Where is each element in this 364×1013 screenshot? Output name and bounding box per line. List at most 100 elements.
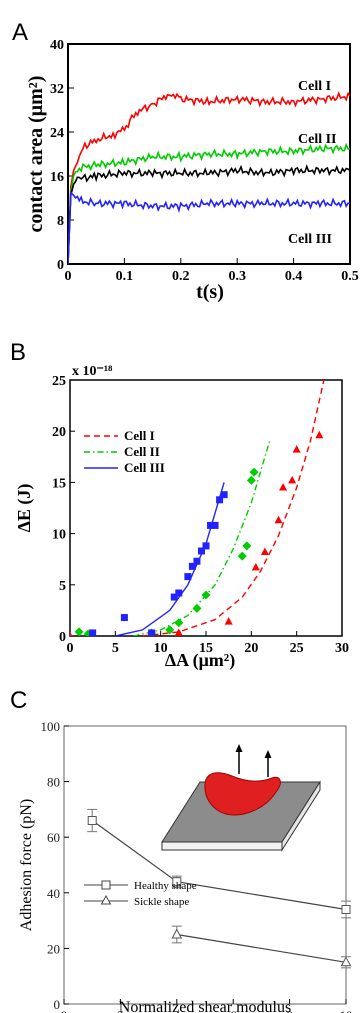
panel-c-x-tick-label: 10 [340,1008,353,1013]
panel-a-letter: A [12,19,28,46]
panel-b-x-tick-label: 20 [244,641,258,656]
annotation-cell-iii: Cell III [288,232,332,247]
panel-b-fit-line-0 [142,380,325,636]
panel-b-point [249,467,259,477]
panel-b-point [188,562,196,570]
panel-b-point [216,496,224,504]
panel-c-x-tick-label: 8 [286,1008,293,1013]
panel-c-point [340,956,352,967]
panel-b-y-tick-label: 20 [52,425,66,440]
panel-b-point [174,628,183,636]
panel-c-y-tick-label: 40 [47,886,60,901]
panel-c-x-tick-label: 4 [174,1008,181,1013]
panel-b-y-tick-label: 15 [52,476,66,491]
panel-b-point [184,573,192,581]
legend-label-cell-i: Cell I [124,428,155,443]
panel-b-point [279,483,288,491]
legend-label-sickle: Sickle shape [134,896,189,908]
panel-b-point [207,521,215,529]
panel-a-y-tick-label: 16 [50,170,64,185]
panel-b: B x 10⁻¹⁸ 0 5 10 15 20 25 30 0 5 10 15 20 25 Cell I … [10,339,349,671]
panel-b-point [70,631,73,636]
panel-b-point [242,541,252,551]
panel-c-series [87,808,352,969]
panel-b-ylabel: ΔE (J) [14,484,35,533]
panel-c-point [87,816,97,826]
panel-b-point [211,521,219,529]
panel-c-point [172,877,182,887]
panel-b-point [120,614,128,622]
panel-c-ylabel: Adhesion force (pN) [18,799,35,931]
panel-a-series-line-0 [68,91,350,264]
panel-c-letter: C [10,687,27,714]
panel-b-x-tick-label: 10 [154,641,168,656]
annotation-cell-i: Cell I [298,79,331,94]
panel-b-point [89,629,97,636]
panel-b-point [224,617,233,625]
panel-b-fit-line-2 [115,482,225,636]
panel-b-y-tick-label: 0 [59,630,66,645]
panel-c-y-tick-label: 60 [47,830,60,845]
panel-a-x-tick-label: 0.1 [116,269,134,284]
panel-a-y-tick-label: 24 [50,126,64,141]
force-arrowhead-right [264,750,272,758]
panel-c-point [171,928,183,939]
panel-b-point [170,593,178,601]
panel-a-y-tick-label: 0 [57,258,64,273]
panel-a-x-tick-label: 0.5 [341,269,359,284]
cell-on-substrate-icon [161,744,321,852]
panel-c-y-tick-label: 80 [47,775,60,790]
panel-c-y-tick-label: 0 [54,997,61,1012]
panel-b-x-tick-label: 30 [335,641,349,656]
panel-b-y-tick-label: 10 [52,528,66,543]
panel-a-y-tick-label: 40 [50,38,64,53]
panel-b-x-tick-label: 0 [67,641,74,656]
panel-a-x-tick-label: 0 [65,269,72,284]
panel-b-x-tick-label: 5 [112,641,119,656]
annotation-cell-ii: Cell II [298,132,337,147]
panel-b-letter: B [10,339,26,366]
panel-c-legend: Healthy shape Sickle shape [84,880,197,908]
panel-b-y-tick-label: 25 [52,374,66,389]
substrate-side [281,780,321,852]
panel-c-x-tick-label: 6 [230,1008,237,1013]
panel-b-point [202,542,210,550]
panel-c: C 0246810020406080100 Healthy shape Sick… [10,687,353,1013]
panel-c-x-tick-label: 2 [117,1008,124,1013]
panel-c-x-tick-label: 0 [61,1008,68,1013]
panel-b-point [74,627,84,636]
panel-b-point [260,547,269,556]
panel-b-point [220,491,228,499]
panel-b-x-tick-label: 25 [290,641,304,656]
panel-c-xlabel: Normalized shear modulus [119,999,291,1013]
force-arrowhead-left [235,744,243,752]
panel-b-point [174,618,184,628]
panel-b-point [237,551,247,561]
panel-a-ticks: 0 0.1 0.2 0.3 0.4 0.5 0 8 16 24 32 40 [50,38,359,284]
panel-c-y-tick-label: 100 [41,719,61,734]
panel-c-point [341,904,351,914]
panel-b-point [315,430,324,439]
panel-b-point [246,475,256,485]
panel-a-series-line-1 [68,142,350,264]
panel-b-point [165,625,175,635]
panel-a-series-line-2 [68,164,350,264]
panel-a-x-tick-label: 0.4 [285,269,303,284]
panel-a: A 0 0.1 0.2 0.3 0.4 0.5 0 8 16 24 32 40 Cell I Cell… [12,19,359,303]
panel-b-point [292,445,301,453]
panel-a-series [68,91,350,264]
panel-c-line-1 [176,933,347,963]
panel-a-axes-frame [67,43,351,265]
panel-b-ticks: 0 5 10 15 20 25 30 0 5 10 15 20 25 [52,374,349,656]
legend-label-healthy: Healthy shape [134,880,197,892]
legend-marker-sickle [100,894,112,905]
panel-b-point [193,557,201,565]
panel-b-series [70,380,325,636]
panel-b-point [148,629,156,636]
panel-b-fit-line-1 [133,441,271,636]
panel-b-point [251,562,260,571]
panel-a-ylabel: contact area (μm²) [25,76,47,233]
legend-label-cell-iii: Cell III [124,460,165,475]
panel-a-y-tick-label: 8 [57,214,64,229]
panel-a-xlabel: t(s) [196,281,224,303]
